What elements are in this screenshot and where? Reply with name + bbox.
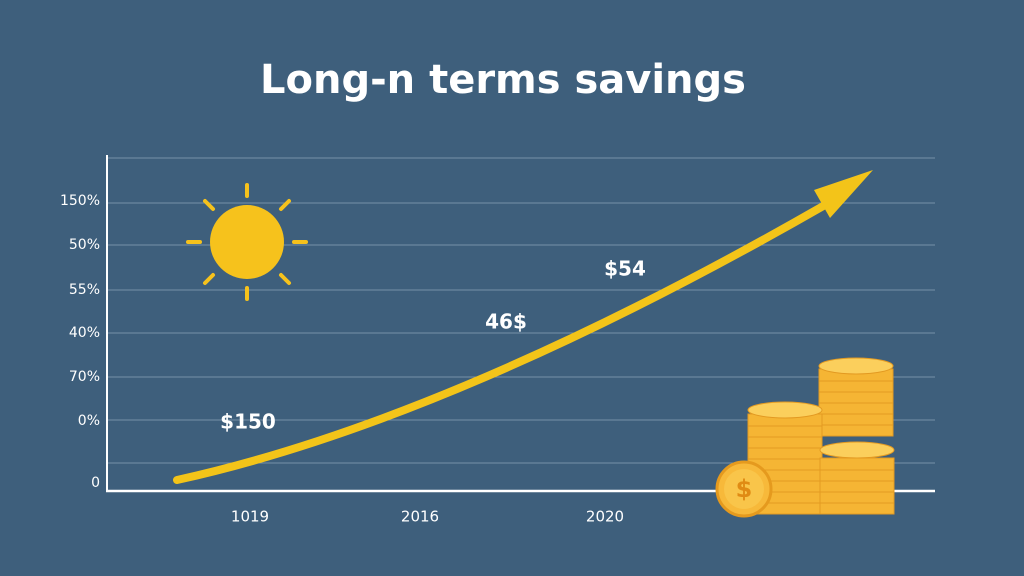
y-tick-label: 70% bbox=[69, 369, 100, 385]
coin-layer bbox=[818, 401, 894, 415]
coin-layer bbox=[819, 501, 895, 515]
y-tick-label: 55% bbox=[69, 282, 100, 298]
y-tick-label: 0% bbox=[78, 413, 100, 429]
coin-layer bbox=[818, 412, 894, 426]
annotation: $150 bbox=[220, 410, 276, 434]
coin-layer bbox=[818, 379, 894, 393]
coin-stacks bbox=[747, 357, 895, 515]
coin-face bbox=[724, 469, 764, 509]
coin-top bbox=[747, 401, 823, 419]
coin-top bbox=[819, 441, 895, 459]
x-tick-label: 2016 bbox=[401, 508, 439, 526]
labels: 150% 50% 55% 40% 70% 0% 0 1019 2016 2020 $150 46$ $5… bbox=[60, 193, 646, 526]
coin-top bbox=[818, 357, 894, 375]
arrow-head bbox=[814, 170, 873, 218]
y-tick-label: 40% bbox=[69, 325, 100, 341]
coin-layer bbox=[818, 423, 894, 437]
x-tick-label: 1019 bbox=[231, 508, 269, 526]
coin-layer bbox=[747, 435, 823, 449]
annotation: $54 bbox=[604, 257, 646, 281]
y-tick-label: 50% bbox=[69, 237, 100, 253]
coin-layer bbox=[819, 457, 895, 471]
coin-layer bbox=[819, 479, 895, 493]
coin-layer bbox=[747, 424, 823, 438]
coin-layer bbox=[819, 468, 895, 482]
coin-layer bbox=[819, 490, 895, 504]
y-tick-label: 150% bbox=[60, 193, 100, 209]
coin-symbol: $ bbox=[736, 475, 753, 503]
x-tick-label: 2020 bbox=[586, 508, 624, 526]
annotation: 46$ bbox=[485, 310, 527, 334]
title: Long-n terms savings bbox=[260, 57, 746, 103]
sun bbox=[186, 183, 308, 301]
y-tick-label: 0 bbox=[91, 475, 100, 491]
coin-layer bbox=[818, 390, 894, 404]
coin-layer bbox=[747, 446, 823, 460]
trend-curve bbox=[173, 201, 829, 484]
